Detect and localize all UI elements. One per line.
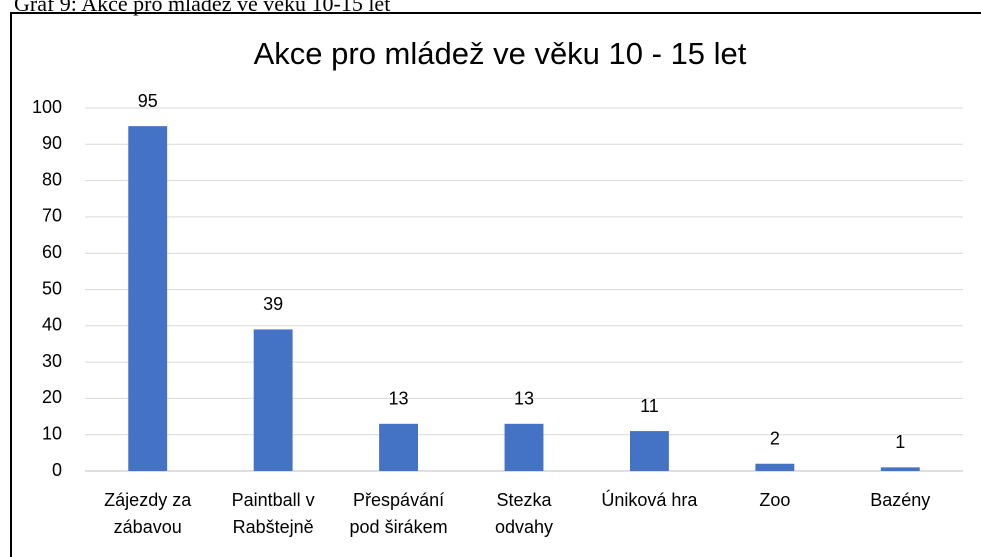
chart-title: Akce pro mládež ve věku 10 - 15 let bbox=[254, 36, 747, 71]
x-tick-label: Úniková hra bbox=[601, 490, 698, 510]
y-tick-label: 20 bbox=[42, 387, 62, 407]
y-tick-label: 0 bbox=[52, 460, 62, 480]
data-label: 2 bbox=[770, 428, 780, 448]
bar bbox=[379, 423, 419, 471]
data-label: 95 bbox=[138, 91, 158, 111]
bar bbox=[755, 463, 795, 471]
x-tick-label: Bazény bbox=[870, 490, 931, 510]
y-tick-label: 40 bbox=[42, 315, 62, 335]
data-label: 13 bbox=[514, 389, 534, 409]
data-label: 1 bbox=[895, 432, 905, 452]
data-label: 11 bbox=[640, 396, 659, 416]
x-tick-label: Stezka odvahy bbox=[494, 490, 554, 537]
y-tick-label: 90 bbox=[42, 133, 62, 153]
bar bbox=[128, 126, 168, 472]
bar bbox=[629, 431, 669, 471]
x-tick-label: Zoo bbox=[759, 490, 791, 510]
bar bbox=[253, 329, 293, 471]
y-tick-label: 60 bbox=[42, 242, 62, 262]
x-tick-label: Přespávání pod širákem bbox=[349, 490, 448, 537]
y-tick-label: 50 bbox=[42, 278, 62, 298]
y-tick-label: 100 bbox=[32, 97, 62, 117]
y-tick-label: 70 bbox=[42, 206, 62, 226]
bar bbox=[880, 467, 920, 471]
x-tick-label: Zájezdy za zábavou bbox=[104, 490, 192, 537]
y-tick-label: 10 bbox=[42, 423, 62, 443]
x-tick-label: Paintball v Rabštejně bbox=[231, 490, 315, 537]
y-tick-label: 80 bbox=[42, 169, 62, 189]
data-label: 39 bbox=[263, 294, 283, 314]
bar bbox=[504, 423, 544, 471]
chart-frame bbox=[10, 12, 981, 557]
y-tick-label: 30 bbox=[42, 351, 62, 371]
data-label: 13 bbox=[389, 389, 409, 409]
